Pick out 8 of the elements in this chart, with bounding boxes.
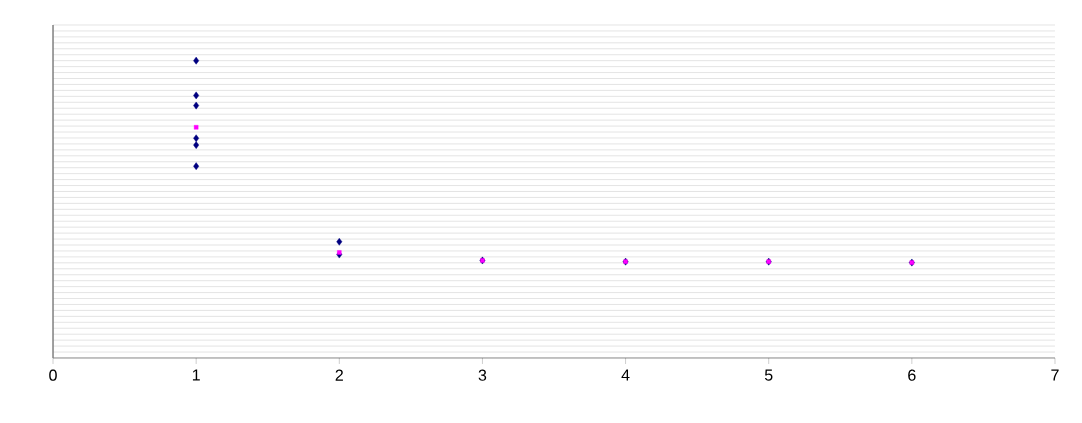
x-tick-label: 2: [335, 369, 343, 381]
x-tick-label: 3: [478, 369, 487, 381]
x-tick-label: 1: [192, 369, 200, 381]
x-tick-label: 7: [1051, 369, 1059, 381]
x-tick-label: 5: [764, 369, 773, 381]
x-tick-label: 4: [621, 369, 630, 381]
x-tick-label: 6: [908, 369, 916, 381]
x-tick-label: 0: [49, 369, 57, 381]
